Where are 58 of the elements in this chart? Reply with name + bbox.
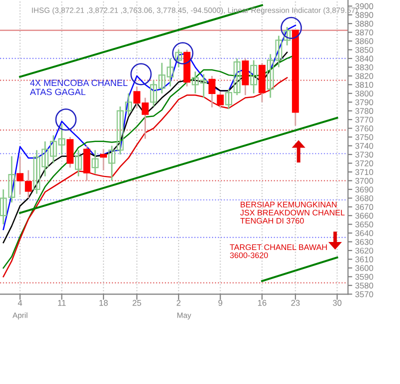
y-tick-label: 3570 [355, 291, 374, 298]
candlestick [208, 75, 216, 108]
candlestick [24, 170, 32, 199]
y-tick-label: 3830 [355, 64, 374, 70]
x-tick-label: 30 [332, 300, 342, 306]
annotation: 4X MENCOBA CHANEL ATAS GAGAL [30, 80, 128, 96]
candlestick [175, 49, 182, 68]
candlestick [74, 149, 82, 178]
annotation: TARGET CHANEL BAWAH 3600-3620 [230, 244, 327, 258]
y-tick-label: 3890 [355, 12, 374, 18]
candlestick [216, 90, 224, 108]
y-tick-label: 3770 [355, 116, 374, 123]
y-tick-label: 3790 [355, 99, 374, 106]
candlestick [250, 60, 258, 94]
y-tick-label: 3850 [355, 46, 374, 53]
x-tick-label: 11 [58, 300, 66, 306]
y-tick-label: 3700 [355, 178, 374, 184]
y-tick-label: 3710 [355, 169, 374, 176]
y-tick-label: 3660 [355, 212, 374, 219]
y-tick-label: 3630 [355, 238, 374, 245]
y-tick-label: 3640 [355, 230, 374, 236]
y-tick-label: 3780 [355, 108, 374, 114]
y-tick-label: 3740 [355, 142, 374, 149]
y-tick-label: 3880 [355, 20, 374, 27]
x-tick-label: 23 [291, 300, 300, 306]
y-tick-label: 3750 [355, 134, 374, 140]
y-tick-label: 3600 [355, 265, 374, 272]
y-tick-label: 3650 [355, 222, 374, 228]
x-tick-label: 25 [132, 300, 142, 306]
candlestick [66, 136, 74, 168]
x-tick-label: 4 [18, 300, 22, 306]
candlestick [92, 149, 99, 174]
y-tick-label: 3900 [355, 3, 374, 10]
y-tick-label: 3690 [355, 186, 374, 193]
y-tick-label: 3760 [355, 126, 374, 132]
y-tick-label: 3810 [355, 82, 374, 88]
y-tick-label: 3720 [355, 160, 374, 166]
candlestick [16, 156, 24, 196]
y-tick-label: 3820 [355, 73, 374, 80]
candlestick [83, 145, 90, 182]
y-tick-label: 3620 [355, 248, 374, 254]
y-tick-label: 3670 [355, 204, 374, 210]
x-tick-label: 16 [258, 300, 266, 306]
y-tick-label: 3860 [355, 38, 374, 44]
y-tick-label: 3680 [355, 195, 374, 202]
y-tick-label: 3590 [355, 274, 374, 280]
x-tick-label: 2 [176, 300, 180, 306]
candlestick [100, 148, 107, 171]
y-tick-label: 3840 [355, 56, 374, 62]
x-tick-label: 18 [99, 300, 108, 306]
y-tick-label: 3610 [355, 256, 374, 262]
candlestick [242, 58, 249, 96]
y-tick-label: 3730 [355, 152, 374, 158]
y-tick-label: 3870 [355, 29, 374, 36]
x-tick-label: 9 [218, 300, 222, 306]
y-tick-label: 3800 [355, 90, 374, 96]
annotation: BERSIAP KEMUNGKINAN JSX BREAKDOWN CHANEL TENGAH DI 3760 [240, 202, 345, 224]
y-tick-label: 3580 [355, 282, 374, 289]
